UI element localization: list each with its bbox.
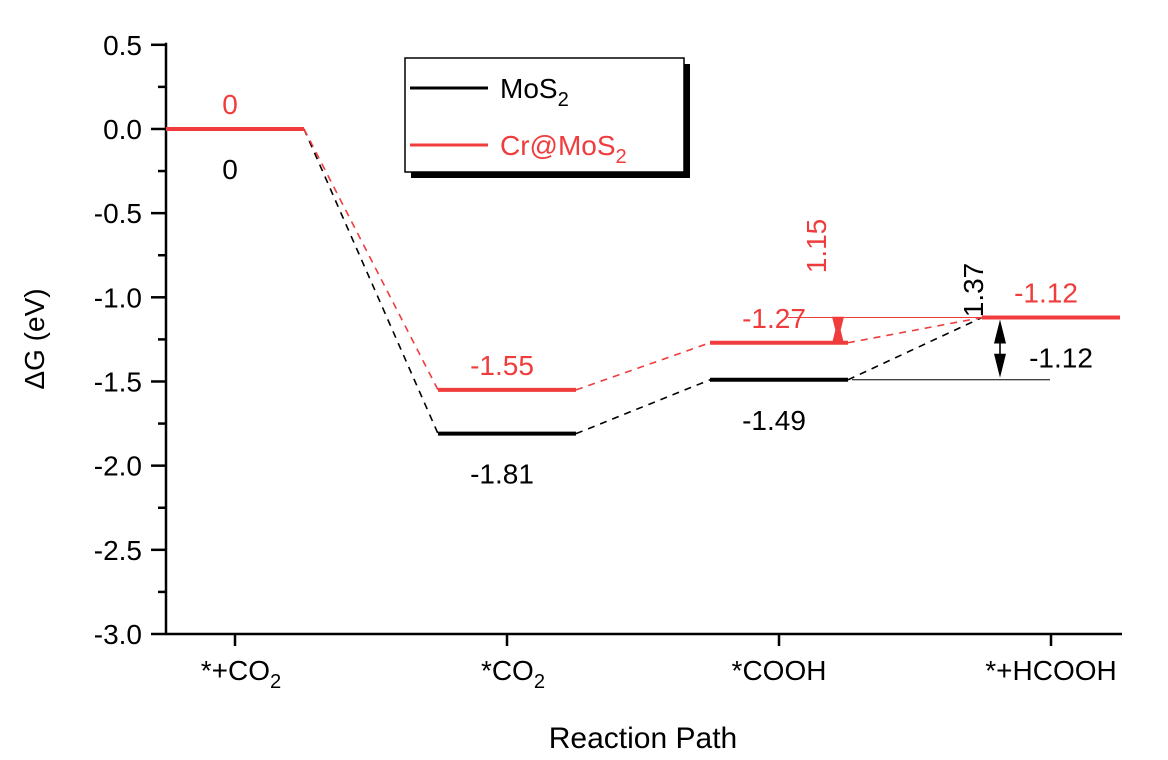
arrow-head-up — [994, 319, 1006, 344]
y-tick-label: -2.5 — [94, 535, 142, 566]
axes: 0.5 0.0 -0.5 -1.0 -1.5 -2.0 -2.5 -3.0 *+CO2 *CO2 *… — [94, 30, 1122, 693]
connector-dashed — [303, 128, 439, 434]
x-tick-label: *CO2 — [481, 655, 545, 693]
arrow-head-down — [994, 353, 1006, 378]
difference-arrow — [832, 316, 844, 344]
legend: MoS2 Cr@MoS2 — [404, 57, 690, 178]
x-tick-label: *COOH — [732, 655, 827, 686]
difference-arrow — [994, 319, 1006, 378]
connector-dashed — [847, 316, 983, 344]
data-label: -1.12 — [1014, 278, 1078, 309]
legend-label: Cr@MoS2 — [500, 130, 627, 168]
data-label: -1.27 — [742, 303, 806, 334]
data-label: -1.49 — [742, 405, 806, 436]
data-label: -1.81 — [470, 459, 534, 490]
x-tick-label: *+HCOOH — [985, 655, 1116, 686]
connector-dashed — [847, 316, 983, 381]
y-tick-label: -1.0 — [94, 282, 142, 313]
x-axis-label: Reaction Path — [549, 722, 737, 755]
data-label: -1.55 — [470, 350, 534, 381]
legend-box — [404, 57, 685, 173]
connector-dashed — [575, 379, 711, 435]
data-label: -1.12 — [1029, 343, 1093, 374]
legend-label: MoS2 — [500, 73, 569, 111]
y-tick-label: 0.0 — [103, 114, 142, 145]
y-tick-label: -2.0 — [94, 451, 142, 482]
y-tick-label: 0.5 — [103, 30, 142, 61]
data-label: 0 — [222, 89, 238, 120]
y-tick-label: -1.5 — [94, 366, 142, 397]
difference-label: 1.37 — [958, 263, 989, 318]
data-label: 0 — [222, 154, 238, 185]
x-tick-label: *+CO2 — [201, 655, 281, 693]
y-tick-label: -0.5 — [94, 198, 142, 229]
y-tick-label: -3.0 — [94, 619, 142, 650]
arrow-head-down — [832, 316, 844, 341]
y-axis-label: ΔG (eV) — [19, 288, 50, 389]
connector-dashed — [575, 342, 711, 391]
connector-dashed — [303, 128, 439, 391]
difference-label: 1.15 — [801, 219, 832, 274]
chart-marks: 0 -1.81 -1.49 -1.12 0 -1.55 -1.27 -1.12 1.15 1.37 — [166, 89, 1120, 490]
